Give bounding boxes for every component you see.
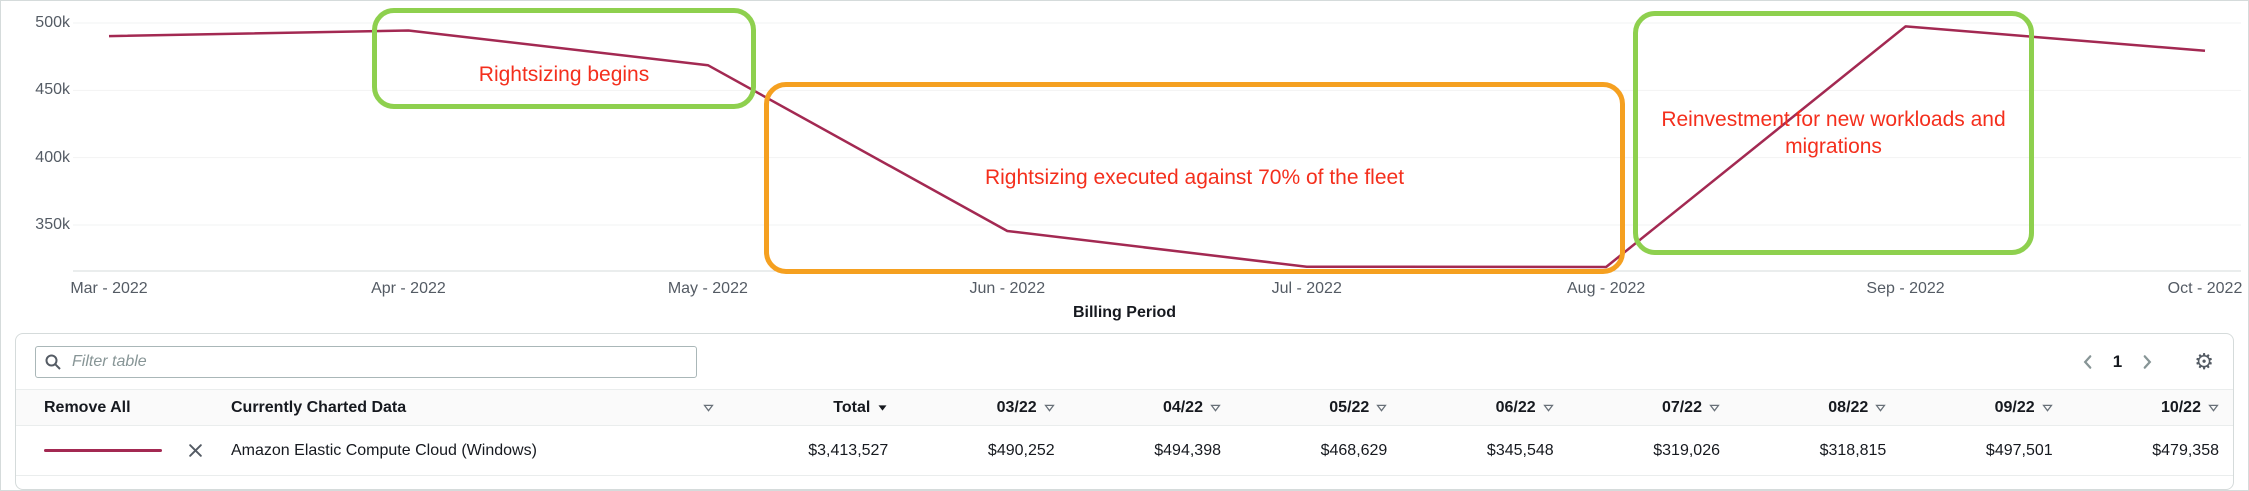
column-header-remove-all[interactable]: Remove All <box>16 399 231 417</box>
filter-caret-icon[interactable] <box>2208 399 2219 417</box>
x-axis-tick: Aug - 2022 <box>1567 280 1646 297</box>
column-header-03-22[interactable]: 03/22 <box>902 399 1068 417</box>
x-axis-labels: Mar - 2022 Apr - 2022 May - 2022 Jun - 2022… <box>1 1 2248 301</box>
column-header-06-22[interactable]: 06/22 <box>1401 399 1567 417</box>
filter-caret-icon[interactable] <box>1210 399 1221 417</box>
filter-caret-icon[interactable] <box>1875 399 1887 417</box>
x-axis-tick: Jun - 2022 <box>969 280 1046 297</box>
x-axis-title: Billing Period <box>1072 304 1177 321</box>
cell-07-22: $319,026 <box>1653 441 1720 459</box>
filter-table-search <box>35 345 697 378</box>
table-row: Amazon Elastic Compute Cloud (Windows) $… <box>16 426 2233 476</box>
table-toolbar: 1 ⚙ <box>16 334 2233 390</box>
x-axis-tick: Apr - 2022 <box>371 280 446 297</box>
column-label: 04/22 <box>1162 398 1203 416</box>
cell-06-22: $345,548 <box>1486 441 1554 459</box>
column-label: Remove All <box>44 398 131 416</box>
y-axis-labels: 500k 450k 400k 350k <box>15 1 70 301</box>
column-label: 06/22 <box>1495 398 1536 416</box>
current-page[interactable]: 1 <box>2112 351 2123 371</box>
x-axis-tick: Oct - 2022 <box>2167 280 2243 297</box>
filter-caret-icon[interactable] <box>2041 399 2053 417</box>
next-page-button[interactable] <box>2138 353 2156 371</box>
column-label: Total <box>833 398 871 416</box>
y-axis-tick: 450k <box>35 81 70 99</box>
filter-table-input[interactable] <box>35 345 697 378</box>
cost-chart: 500k 450k 400k 350k Mar - 2022 Apr - 2022 May… <box>1 1 2248 333</box>
y-axis-tick: 400k <box>35 148 70 166</box>
cell-08-22: $318,815 <box>1819 441 1887 459</box>
settings-gear-icon[interactable]: ⚙ <box>2194 348 2214 374</box>
cell-04-22: $494,398 <box>1154 441 1221 459</box>
cell-total: $3,413,527 <box>808 441 889 459</box>
filter-caret-icon[interactable] <box>703 399 714 417</box>
cell-03-22: $490,252 <box>987 441 1055 459</box>
filter-caret-icon[interactable] <box>1542 399 1554 417</box>
x-axis-tick: Jul - 2022 <box>1271 280 1342 297</box>
sort-descending-icon[interactable] <box>877 399 888 417</box>
series-color-swatch <box>44 449 162 452</box>
column-label: 08/22 <box>1828 398 1869 416</box>
remove-row-button[interactable] <box>188 443 203 458</box>
column-label: Currently Charted Data <box>231 398 407 416</box>
column-label: 10/22 <box>2160 398 2201 416</box>
search-icon <box>45 354 61 370</box>
filter-caret-icon[interactable] <box>1376 399 1388 417</box>
column-label: 07/22 <box>1661 398 1702 416</box>
column-header-04-22[interactable]: 04/22 <box>1069 399 1235 417</box>
data-table-panel: 1 ⚙ Remove All Currently Charted Data To… <box>15 333 2234 490</box>
column-header-08-22[interactable]: 08/22 <box>1734 399 1900 417</box>
x-axis-tick: Mar - 2022 <box>70 280 148 297</box>
x-axis-tick: Sep - 2022 <box>1866 280 1945 297</box>
cost-line-series <box>108 25 2206 269</box>
column-label: 05/22 <box>1329 398 1370 416</box>
previous-page-button[interactable] <box>2079 353 2097 371</box>
y-axis-tick: 350k <box>35 216 70 233</box>
column-label: 09/22 <box>1994 398 2035 416</box>
y-axis-tick: 500k <box>35 14 70 31</box>
column-header-09-22[interactable]: 09/22 <box>1900 399 2066 417</box>
column-label: 03/22 <box>996 398 1037 416</box>
pagination-controls: 1 ⚙ <box>2079 348 2214 374</box>
column-header-currently-charted-data[interactable]: Currently Charted Data <box>231 399 736 417</box>
cell-10-22: $479,358 <box>2152 441 2219 459</box>
x-axis-tick: May - 2022 <box>667 280 748 297</box>
remove-cell <box>16 443 231 458</box>
column-header-10-22[interactable]: 10/22 <box>2067 399 2233 417</box>
column-header-05-22[interactable]: 05/22 <box>1235 399 1401 417</box>
table-header-row: Remove All Currently Charted Data Total … <box>16 390 2233 426</box>
cell-05-22: $468,629 <box>1320 441 1388 459</box>
cell-09-22: $497,501 <box>1985 441 2053 459</box>
service-name: Amazon Elastic Compute Cloud (Windows) <box>231 441 537 459</box>
filter-caret-icon[interactable] <box>1709 399 1720 417</box>
column-header-total[interactable]: Total <box>736 399 902 417</box>
filter-caret-icon[interactable] <box>1043 399 1055 417</box>
column-header-07-22[interactable]: 07/22 <box>1568 399 1734 417</box>
